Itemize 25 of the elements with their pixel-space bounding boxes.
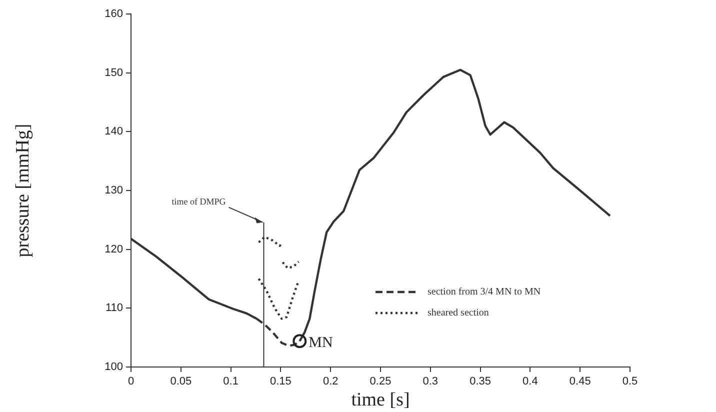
x-tick-label: 0.2 [322,376,338,388]
annotation: MN [308,335,333,352]
x-tick-label: 0.05 [170,376,192,388]
ref-line-label: time of DMPG [172,196,226,207]
x-tick-label: 0.45 [569,376,591,388]
x-tick-label: 0.25 [370,376,392,388]
y-tick-label: 160 [104,8,123,20]
y-tick-label: 100 [104,361,123,374]
x-tick-label: 0.5 [622,376,638,388]
y-tick-label: 150 [104,66,123,79]
y-axis-title: pressure [mmHg] [12,124,34,258]
x-tick-label: 0 [128,376,134,388]
x-tick-label: 0.4 [522,376,538,388]
line-series [282,260,300,270]
legend-label: section from 3/4 MN to MN [428,286,541,298]
y-tick-label: 110 [105,302,123,314]
x-tick-label: 0.3 [422,376,438,388]
x-tick-label: 0.15 [270,376,292,388]
y-tick-label: 130 [104,184,123,197]
legend-label: sheared section [428,308,489,319]
x-axis-title: time [s] [351,390,410,411]
x-tick-label: 0.1 [223,376,238,388]
y-tick-label: 140 [104,126,123,138]
x-tick-label: 0.35 [470,376,492,388]
y-tick-label: 120 [104,243,123,256]
